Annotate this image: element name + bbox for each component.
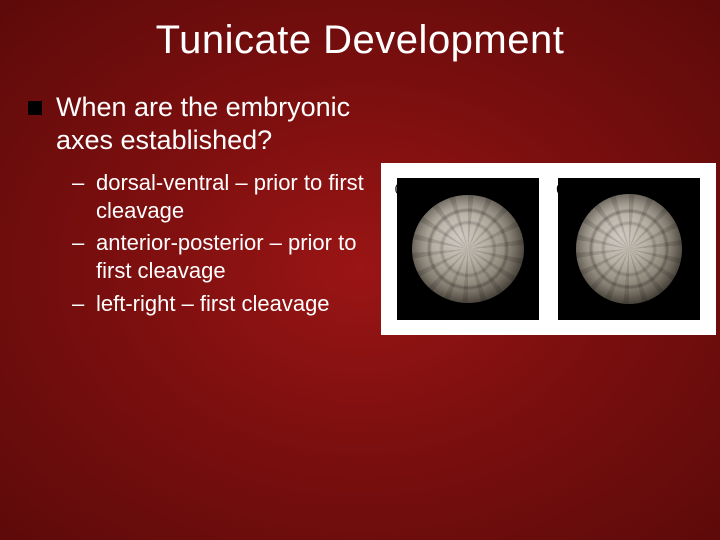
- sub-bullet-row: – dorsal-ventral – prior to first cleava…: [72, 169, 373, 225]
- dash-icon: –: [72, 229, 88, 257]
- main-bullet-text: When are the embryonic axes established?: [56, 91, 373, 157]
- slide-title: Tunicate Development: [0, 0, 720, 91]
- sub-bullet-row: – anterior-posterior – prior to first cl…: [72, 229, 373, 285]
- main-bullet-row: When are the embryonic axes established?: [28, 91, 373, 157]
- embryo-image-d: [558, 178, 700, 320]
- sub-bullet-row: – left-right – first cleavage: [72, 290, 373, 318]
- sub-bullet-list: – dorsal-ventral – prior to first cleava…: [28, 169, 373, 318]
- dash-icon: –: [72, 169, 88, 197]
- embryo-icon: [576, 194, 682, 304]
- sub-bullet-text: anterior-posterior – prior to first clea…: [96, 229, 373, 285]
- figure-cell-d: (D): [558, 178, 700, 320]
- figure-cell-c: (C): [397, 178, 539, 320]
- content-area: When are the embryonic axes established?…: [0, 91, 720, 335]
- square-bullet-icon: [28, 101, 42, 115]
- figure-panel: (C) (D): [381, 163, 716, 335]
- embryo-icon: [412, 195, 524, 303]
- sub-bullet-text: left-right – first cleavage: [96, 290, 336, 318]
- embryo-image-c: [397, 178, 539, 320]
- figure-label: (D): [556, 180, 574, 196]
- text-column: When are the embryonic axes established?…: [28, 91, 373, 335]
- figure-label: (C): [395, 180, 412, 196]
- dash-icon: –: [72, 290, 88, 318]
- sub-bullet-text: dorsal-ventral – prior to first cleavage: [96, 169, 373, 225]
